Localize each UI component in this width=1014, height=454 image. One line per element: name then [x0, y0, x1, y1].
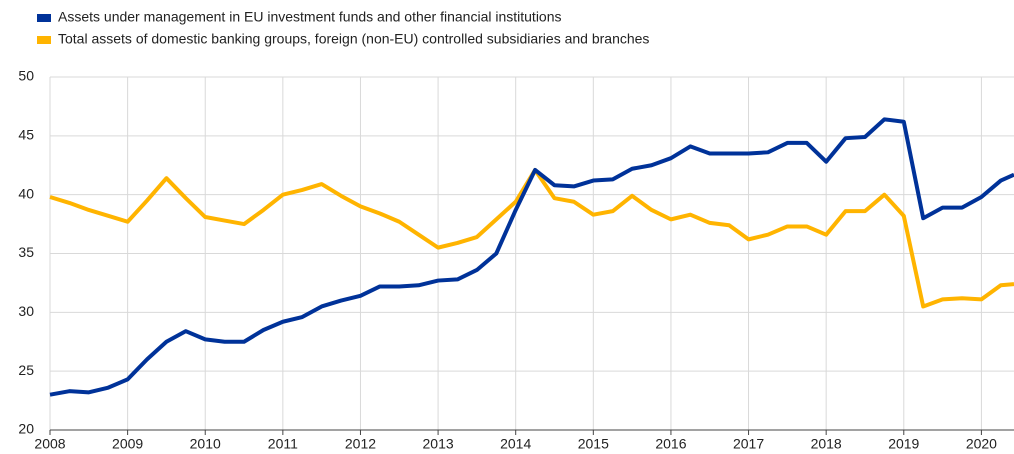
- x-tick-label: 2008: [34, 436, 65, 452]
- y-tick-label: 50: [18, 68, 34, 84]
- y-tick-label: 20: [18, 421, 34, 437]
- x-tick-label: 2013: [423, 436, 454, 452]
- legend-swatch: [37, 36, 51, 44]
- y-tick-label: 45: [18, 127, 34, 143]
- x-tick-label: 2009: [112, 436, 143, 452]
- x-tick-label: 2011: [268, 436, 298, 452]
- x-tick-label: 2010: [190, 436, 221, 452]
- x-tick-label: 2014: [500, 436, 531, 452]
- y-tick-label: 35: [18, 244, 34, 260]
- legend-swatch: [37, 14, 51, 22]
- x-tick-label: 2019: [888, 436, 919, 452]
- y-tick-label: 40: [18, 185, 34, 201]
- series-line: [49, 117, 1014, 397]
- y-tick-label: 25: [18, 362, 34, 378]
- y-tick-label: 30: [18, 303, 34, 319]
- legend-label: Assets under management in EU investment…: [58, 9, 562, 25]
- x-tick-label: 2016: [655, 436, 686, 452]
- x-tick-label: 2012: [345, 436, 376, 452]
- x-tick-label: 2020: [966, 436, 997, 452]
- x-tick-label: 2018: [811, 436, 842, 452]
- legend-label: Total assets of domestic banking groups,…: [58, 31, 649, 47]
- x-tick-label: 2017: [733, 436, 764, 452]
- series-line: [49, 167, 1014, 309]
- x-tick-label: 2015: [578, 436, 609, 452]
